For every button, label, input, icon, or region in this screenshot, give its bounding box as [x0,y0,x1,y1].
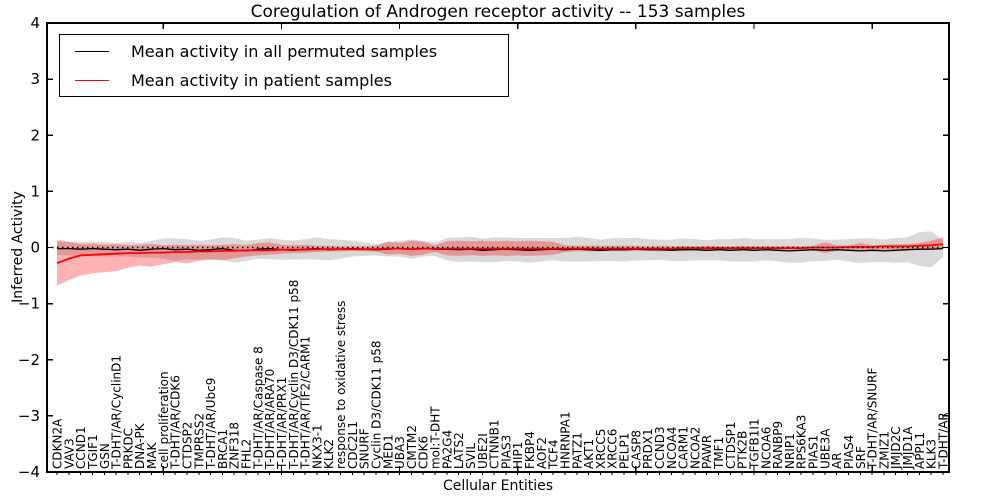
x-category-label: ZMIZ1 [877,431,891,469]
x-category-label: CARM1 [677,426,691,469]
x-category-label: Cyclin D3/CDK11 p58 [369,340,383,469]
x-category-label: SVIL [464,443,478,469]
x-category-label: KLK3 [925,439,939,469]
x-category-label: AKT1 [582,439,596,469]
x-category-label: NKX3-1 [310,424,324,469]
x-category-label: TGIF1 [86,434,100,470]
x-category-label: XRCC6 [606,429,620,469]
y-tick-label: −2 [18,351,40,369]
y-axis-label: Inferred Activity [10,191,26,303]
x-category-label: SRF [854,446,868,469]
legend-line-permuted-icon [75,50,109,52]
x-category-label: CTNNB1 [488,419,502,469]
x-category-label: DNA-PK [133,422,147,469]
x-category-label: PIAS1 [807,435,821,469]
x-category-label: CDC2L1 [346,421,360,469]
x-category-label: CDKN2A [51,418,65,469]
x-category-label: PA2G4 [440,430,454,469]
x-category-label: CTDSP2 [180,422,194,469]
x-category-label: T-DHT/AR [937,412,951,470]
x-category-label: T-DHT/AR/TIF2/CARM1 [299,336,313,470]
x-category-label: PTK2B [736,431,750,469]
x-category-label: RANBP9 [771,421,785,469]
y-tick-label: −1 [18,295,40,313]
x-category-label: TMPRSS2 [192,413,206,470]
x-category-label: CTDSP1 [724,422,738,469]
x-category-label: PRDX1 [641,428,655,469]
y-tick-label: 3 [30,70,40,88]
x-axis-label: Cellular Entities [442,478,554,494]
x-category-label: TCF4 [547,439,561,470]
x-category-label: JMJD1A [901,426,915,470]
y-tick-label: 4 [30,14,40,32]
x-category-label: PIAS3 [499,435,513,469]
x-category-label: CMTM2 [405,425,419,469]
x-category-label: AR [830,452,844,469]
y-tick-label: −4 [18,463,40,481]
x-category-label: BRCA1 [216,429,230,469]
x-category-label: NCOA4 [665,427,679,469]
x-category-label: T-DHT/AR/SNURF [866,368,880,471]
legend-label-permuted: Mean activity in all permuted samples [131,41,438,61]
x-category-label: KLK2 [322,439,336,469]
x-category-label: T-DHT/AR/Caspase 8 [251,346,265,470]
x-category-label: TGFB1I1 [747,418,761,470]
legend-line-patient-icon [75,79,109,81]
x-category-label: RPS6KA3 [795,415,809,469]
chart-title: Coregulation of Androgen receptor activi… [250,2,746,22]
y-tick-label: 2 [30,126,40,144]
x-category-label: PRKDC [121,428,135,469]
x-category-label: GSN [98,443,112,469]
x-category-label: ZNF318 [228,422,242,469]
x-category-label: PIAS4 [842,435,856,469]
x-category-label: LATS2 [452,432,466,469]
x-category-label: XRCC5 [594,429,608,469]
mean-line-patient [56,243,944,265]
x-category-label: PAWR [700,435,714,469]
legend-entry-permuted: Mean activity in all permuted samples [60,37,508,66]
x-category-label: T-DHT/AR/PRX1 [275,377,289,470]
x-category-label: NCOA2 [688,427,702,469]
x-category-label: HIP1 [511,442,525,469]
x-category-label: AOF2 [535,437,549,469]
x-category-label: UBE2I [476,433,490,469]
x-category-label: cell proliferation [157,371,171,469]
x-category-label: CCND1 [74,426,88,469]
x-category-label: T-DHT/AR/Ubc9 [204,378,218,470]
x-category-label: NRIP1 [783,433,797,469]
x-category-label: JMJD2C [889,426,903,470]
x-category-label: APPL1 [913,432,927,469]
x-category-label: PATZ1 [570,432,584,469]
y-tick-label: −3 [18,407,40,425]
x-category-label: TMF1 [712,437,726,470]
legend-label-patient: Mean activity in patient samples [131,70,392,90]
x-category-label: NCOA6 [759,427,773,469]
y-tick-label: 0 [30,239,40,257]
x-category-label: T-DHT/AR/CyclinD1 [110,355,124,470]
legend-entry-patient: Mean activity in patient samples [60,66,508,95]
x-category-label: VAV3 [62,438,76,469]
x-category-label: CCND3 [653,426,667,469]
x-category-label: UBA3 [393,436,407,469]
x-category-label: mol:T-DHT [429,406,443,469]
x-category-label: T-DHT/AR/CDK6 [169,375,183,470]
x-category-label: SNURF [358,428,372,469]
x-category-label: PELP1 [618,433,632,469]
x-category-label: MED1 [381,434,395,469]
y-tick-label: 1 [30,182,40,200]
x-category-label: HNRNPA1 [558,411,572,469]
x-category-label: UBE3A [818,428,832,469]
x-category-label: FHL2 [240,439,254,469]
x-category-label: FKBP4 [523,431,537,469]
legend: Mean activity in all permuted samples Me… [59,34,509,97]
x-category-label: MAK [145,441,159,469]
x-category-label: CDK6 [417,436,431,469]
x-category-label: T-DHT/AR/Cyclin D3/CDK11 p58 [287,280,301,470]
x-category-label: response to oxidative stress [334,301,348,469]
x-category-label: CASP8 [629,430,643,469]
x-category-label: T-DHT/AR/ARA70 [263,369,277,470]
